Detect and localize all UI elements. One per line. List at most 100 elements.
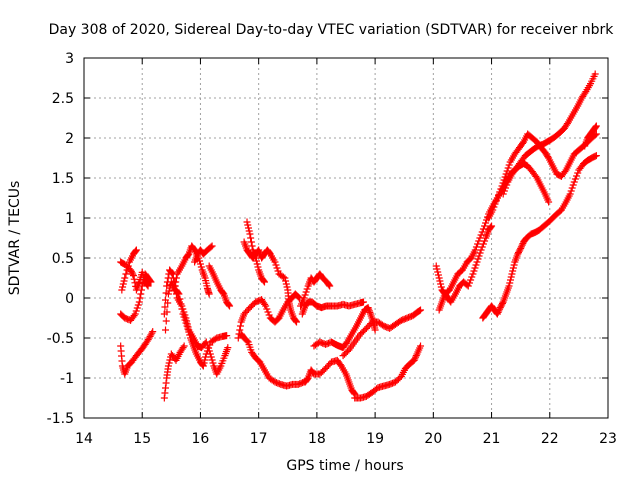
data-point [181,311,189,319]
data-point [301,291,309,299]
data-point [412,353,420,361]
data-point [475,252,483,260]
data-point [170,278,178,286]
series-track-14 [237,330,308,390]
data-point [545,198,553,206]
data-point [149,328,157,336]
data-point [503,181,511,189]
data-point [179,344,187,352]
data-point [303,285,311,293]
data-point [591,70,599,78]
data-point [496,305,504,313]
data-point [244,224,252,232]
data-point [131,310,139,318]
data-point [120,277,128,285]
x-tick-label: 14 [75,431,93,447]
data-point [219,289,227,297]
data-point [224,344,232,352]
data-point [136,294,144,302]
data-point [279,273,287,281]
data-point [325,281,333,289]
data-point [273,264,281,272]
data-point [119,283,127,291]
data-point [260,277,268,285]
data-point [172,286,180,294]
data-point [491,200,499,208]
data-point [252,254,260,262]
data-point [244,221,252,229]
x-tick-label: 23 [599,431,617,447]
series-track-4 [117,328,157,378]
data-point [467,276,475,284]
data-point [326,282,334,290]
data-point [434,268,442,276]
data-point [178,302,186,310]
data-point [183,320,191,328]
data-point [471,264,479,272]
data-point [473,258,481,266]
data-point [197,263,205,271]
data-point [196,257,204,265]
data-point [464,282,472,290]
data-point [506,279,514,287]
data-point [254,263,262,271]
x-tick-label: 21 [483,431,501,447]
data-point [508,270,516,278]
data-point [121,274,129,282]
y-tick-label: -1.5 [47,411,74,427]
series-track-15 [297,270,334,310]
data-point [571,175,579,183]
data-point [282,280,290,288]
y-axis-label: SDTVAR / TECUs [7,181,23,296]
data-point [209,359,217,367]
series-track-17 [301,356,359,398]
data-point [162,326,170,334]
data-point [468,273,476,281]
y-tick-label: -1 [60,371,74,387]
data-point [501,173,509,181]
data-point [561,168,569,176]
data-point [499,190,507,198]
data-point [581,89,589,97]
data-point [432,262,440,270]
data-point [146,277,154,285]
data-point [122,270,130,278]
data-point [236,326,244,334]
data-point [502,184,510,192]
data-point [503,167,511,175]
data-point [517,244,525,252]
data-point [129,272,137,280]
data-point [493,194,501,202]
data-point [132,246,140,254]
data-point [302,288,310,296]
series-track-16 [298,298,367,318]
data-point [118,286,126,294]
data-point [437,283,445,291]
data-point [134,301,142,309]
data-point [163,282,171,290]
data-point [283,283,291,291]
data-point [223,332,231,340]
data-point [144,282,152,290]
data-point [133,304,141,312]
data-point [281,274,289,282]
data-point [500,187,508,195]
data-point [481,222,489,230]
data-point [469,270,477,278]
data-point [162,296,170,304]
data-point [495,307,503,315]
y-tick-label: 1.5 [52,171,74,187]
data-point [412,352,420,360]
data-point [162,317,170,325]
data-point [207,243,215,251]
data-point [474,240,482,248]
data-point [165,359,173,367]
data-point [493,310,501,318]
data-point [206,350,214,358]
data-point [245,227,253,235]
x-tick-label: 16 [192,431,210,447]
y-tick-label: -0.5 [47,331,74,347]
data-point [411,355,419,363]
data-point [437,280,445,288]
x-tick-label: 15 [133,431,151,447]
